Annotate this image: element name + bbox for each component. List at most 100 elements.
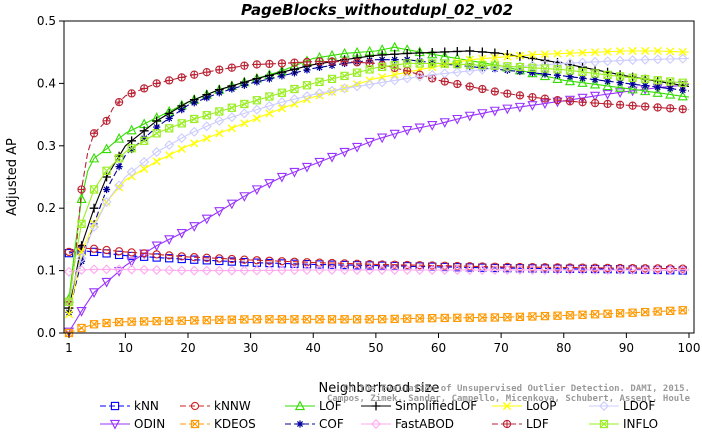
data-point (527, 101, 538, 111)
data-point (227, 254, 236, 264)
data-point (140, 84, 149, 93)
data-point (64, 297, 74, 306)
data-point (215, 254, 224, 263)
data-point (152, 316, 161, 326)
data-point (503, 52, 512, 61)
data-point (64, 310, 74, 319)
data-point (365, 65, 374, 74)
data-point (239, 265, 250, 276)
data-point (340, 57, 349, 66)
data-point (176, 133, 187, 144)
data-point (440, 47, 450, 57)
data-point (514, 102, 526, 113)
legend-marker (109, 419, 121, 430)
data-point (603, 263, 612, 273)
data-point (416, 57, 424, 65)
data-point (465, 46, 475, 56)
data-point (628, 73, 637, 82)
data-point (302, 265, 312, 276)
data-point (227, 124, 236, 133)
data-point (290, 315, 299, 324)
x-tick-label: 60 (431, 341, 446, 355)
legend-marker (294, 400, 306, 411)
data-point (114, 151, 124, 161)
legend-marker (599, 419, 609, 429)
data-point (101, 264, 112, 275)
legend-label: kNNW (214, 399, 251, 413)
data-point (565, 49, 575, 58)
x-tick-label: 20 (180, 341, 195, 355)
data-point (515, 62, 525, 72)
data-point (453, 79, 462, 89)
data-point (277, 88, 287, 97)
data-point (528, 312, 537, 321)
data-point (627, 55, 638, 66)
data-point (251, 104, 262, 115)
data-point (641, 264, 650, 273)
data-point (327, 258, 337, 268)
data-point (678, 306, 687, 315)
data-point (364, 264, 375, 275)
legend-marker (190, 419, 200, 429)
data-point (414, 264, 425, 275)
data-point (503, 62, 512, 71)
legend-marker (599, 401, 609, 411)
data-point (214, 207, 225, 217)
data-point (478, 313, 487, 322)
data-point (327, 85, 338, 96)
data-point (240, 99, 249, 109)
data-point (540, 64, 550, 73)
data-point (140, 317, 149, 326)
data-point (515, 312, 525, 321)
data-point (490, 87, 500, 96)
data-point (452, 264, 463, 275)
data-point (277, 67, 287, 77)
data-point (465, 82, 474, 91)
legend-entry-simplifiedlof: SimplifiedLOF (361, 399, 477, 413)
data-point (177, 119, 186, 128)
legend-entry-knnw: kNNW (180, 399, 251, 413)
x-tick-label: 1 (65, 341, 73, 355)
data-point (76, 307, 87, 317)
data-point (153, 123, 161, 131)
legend-entry-cof: COF (285, 417, 344, 431)
data-point (590, 98, 600, 108)
y-tick-label: 0.5 (37, 14, 56, 28)
data-point (301, 162, 313, 173)
data-point (490, 61, 500, 70)
data-point (666, 47, 675, 56)
data-point (351, 142, 363, 153)
data-point (189, 95, 199, 105)
data-point (602, 264, 613, 275)
data-point (641, 307, 650, 317)
data-point (239, 192, 250, 202)
data-point (189, 265, 200, 276)
data-point (427, 264, 438, 275)
legend-marker (502, 401, 512, 411)
legend-entry-lof: LOF (285, 399, 342, 413)
data-point (152, 79, 161, 88)
data-point (552, 264, 563, 275)
data-point (628, 46, 637, 56)
data-point (641, 74, 650, 84)
data-point (377, 133, 388, 144)
data-point (666, 85, 674, 93)
data-point (177, 144, 186, 154)
data-point (464, 264, 475, 275)
data-point (140, 249, 149, 258)
data-point (114, 264, 125, 275)
data-point (101, 143, 112, 154)
data-point (214, 265, 225, 276)
data-point (89, 221, 100, 232)
data-point (378, 56, 386, 64)
data-point (177, 254, 186, 264)
data-point (615, 264, 626, 275)
data-point (503, 313, 512, 322)
data-point (440, 59, 449, 68)
data-point (190, 253, 199, 262)
data-point (666, 77, 675, 86)
data-point (427, 69, 438, 80)
data-point (64, 296, 74, 307)
series-fastabod (64, 264, 689, 277)
legend-marker (371, 401, 381, 411)
